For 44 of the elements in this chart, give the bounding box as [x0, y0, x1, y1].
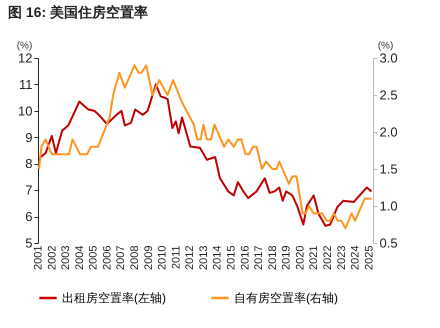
legend-label: 自有房空置率(右轴): [234, 291, 338, 305]
y-tick-label: 7: [25, 182, 32, 198]
x-tick-label: 2004: [74, 246, 86, 270]
y2-tick-label: 0.5: [380, 236, 398, 250]
y-tick-label: 8: [25, 156, 32, 172]
y-tick-label: 5: [25, 236, 32, 250]
x-tick-label: 2014: [212, 246, 224, 270]
x-tick-label: 2018: [266, 246, 279, 270]
y-tick-label: 10: [18, 103, 32, 118]
x-tick-label: 2022: [322, 246, 334, 270]
x-tick-label: 2008: [129, 246, 141, 270]
x-tick-label: 2002: [46, 246, 58, 270]
legend-label: 出租房空置率(左轴): [62, 291, 166, 305]
chart-title: 图 16: 美国住房空置率: [8, 4, 148, 20]
y2-tick-label: 1.0: [380, 198, 398, 214]
x-tick-label: 2007: [115, 246, 128, 270]
x-tick-label: 2009: [142, 246, 155, 270]
x-tick-label: 2001: [32, 246, 44, 270]
x-tick-label: 2012: [184, 246, 196, 270]
x-tick-label: 2006: [101, 246, 114, 270]
x-tick-label: 2016: [239, 246, 252, 270]
y-tick-label: 12: [18, 50, 32, 66]
y2-tick-label: 3.0: [380, 50, 398, 66]
y2-axis-title: (%): [378, 40, 394, 52]
x-tick-label: 2003: [60, 246, 72, 270]
y2-tick-label: 1.5: [380, 162, 398, 176]
x-tick-label: 2021: [308, 246, 320, 270]
y-tick-label: 11: [19, 76, 32, 92]
x-tick-label: 2010: [156, 246, 169, 270]
x-tick-label: 2023: [336, 246, 348, 270]
x-tick-label: 2015: [226, 246, 238, 270]
x-tick-label: 2013: [198, 246, 210, 270]
x-tick-label: 2017: [253, 246, 266, 270]
y2-tick-label: 2.5: [380, 88, 398, 102]
y-tick-label: 9: [25, 130, 32, 145]
x-tick-label: 2020: [294, 246, 306, 270]
y-tick-label: 6: [25, 209, 32, 224]
x-tick-label: 2011: [170, 246, 182, 270]
y2-tick-label: 2.0: [380, 124, 398, 140]
x-tick-label: 2025: [363, 246, 376, 270]
x-tick-label: 2005: [88, 246, 100, 270]
x-tick-label: 2024: [350, 246, 362, 270]
y-axis-title: (%): [16, 40, 32, 52]
x-tick-label: 2019: [280, 246, 293, 270]
